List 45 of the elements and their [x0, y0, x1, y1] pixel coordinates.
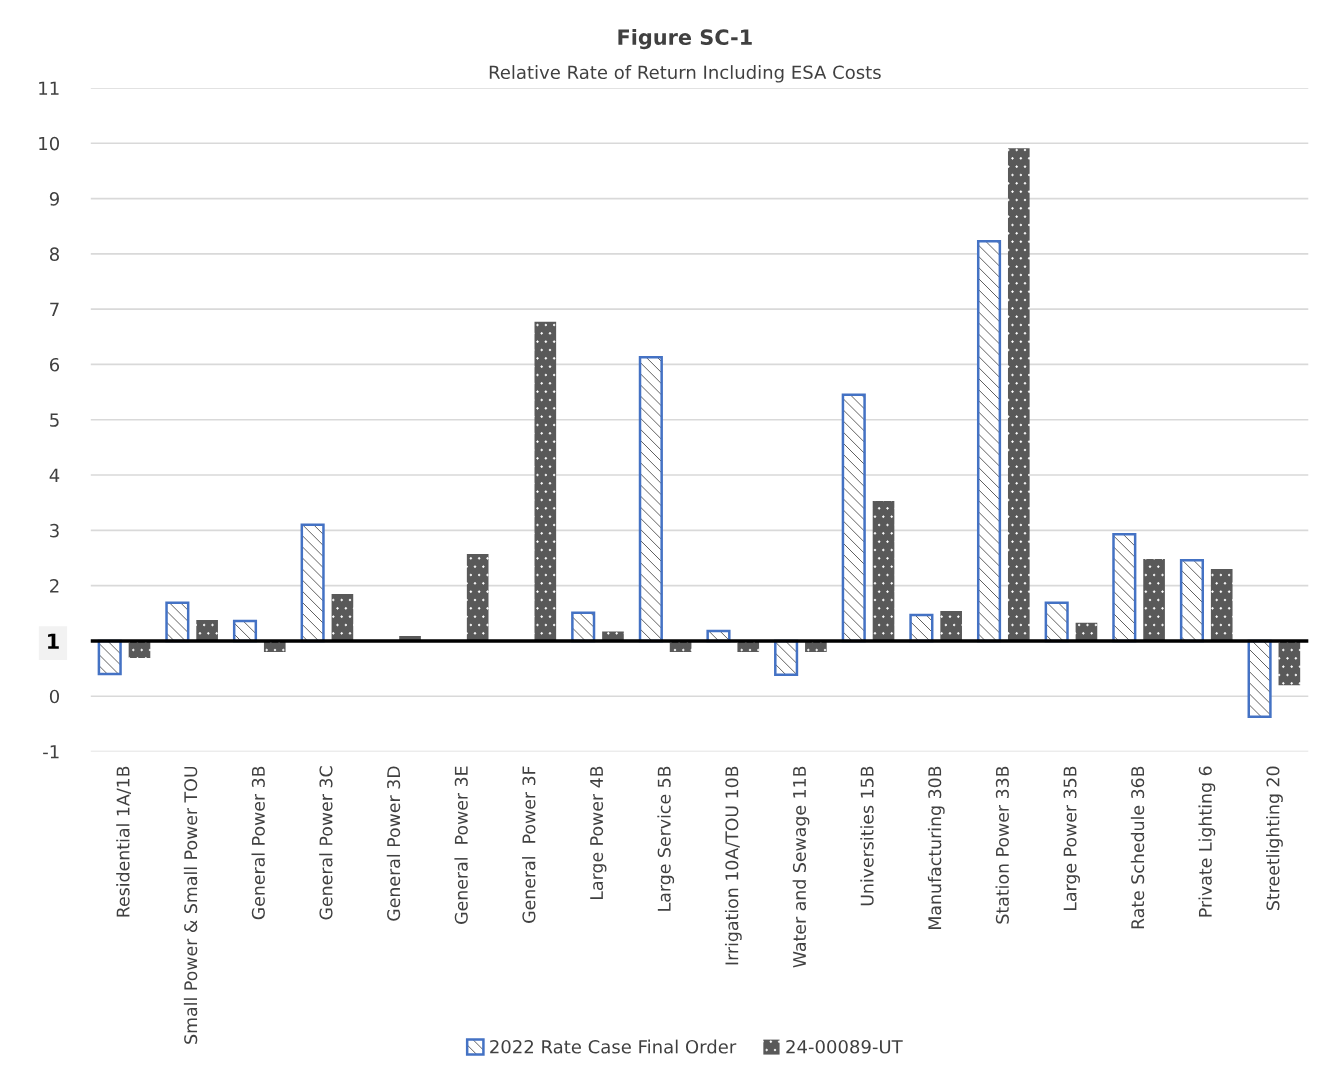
legend-label: 24-00089-UT — [786, 1039, 903, 1054]
x-tick-label: Small Power & Small Power TOU — [183, 766, 198, 1044]
x-tick-label: Station Power 33B — [995, 766, 1009, 924]
x-tick-label: Large Service 5B — [657, 766, 675, 911]
y-tick-label: 0 — [49, 689, 60, 704]
x-tick-label: Water and Sewage 11B — [792, 766, 810, 968]
bar — [1278, 640, 1301, 686]
y-tick-label: 10 — [39, 136, 60, 151]
x-tick-label: Large Power 4B — [590, 766, 607, 900]
x-tick-label: Universities 15B — [860, 766, 874, 906]
x-tick-label: General Power 3F — [522, 766, 536, 923]
y-tick-label: 2 — [50, 579, 59, 593]
x-tick-label: Rate Schedule 36B — [1130, 766, 1145, 929]
x-tick-label: Manufacturing 30B — [927, 766, 945, 929]
x-tick-label: Irrigation 10A/TOU 10B — [724, 766, 742, 965]
bar — [1210, 569, 1233, 641]
y-tick-label: 4 — [49, 468, 60, 482]
y-tick-label: 1 — [48, 633, 59, 649]
x-tick-label: Residential 1A/1B — [116, 766, 131, 917]
y-tick-label: -1 — [43, 745, 59, 759]
x-tick-label: General Power 3D — [386, 766, 401, 921]
chart-title: Figure SC-1 — [618, 28, 752, 50]
y-tick-label: 3 — [50, 523, 59, 538]
bar — [331, 593, 354, 641]
y-tick-label: 9 — [49, 192, 59, 206]
x-tick-label: Streetlighting 20 — [1266, 766, 1283, 910]
bar — [196, 619, 218, 641]
bar — [534, 321, 557, 641]
bar — [872, 501, 895, 641]
legend-label: 2022 Rate Case Final Order — [490, 1039, 737, 1054]
y-tick-label: 6 — [50, 357, 60, 372]
chart-subtitle: Relative Rate of Return Including ESA Costs — [489, 65, 881, 83]
y-tick-label: 7 — [50, 302, 59, 317]
y-tick-label: 5 — [50, 413, 59, 427]
bar — [940, 611, 962, 641]
x-tick-label: General Power 3E — [454, 766, 468, 924]
y-tick-label: 11 — [39, 81, 59, 95]
y-tick-label: 8 — [49, 247, 59, 261]
bar — [1143, 559, 1165, 641]
x-tick-label: General Power 3B — [251, 766, 265, 920]
x-tick-label: Large Power 35B — [1063, 766, 1080, 911]
bar — [466, 554, 489, 641]
x-tick-label: General Power 3C — [319, 766, 333, 920]
x-tick-label: Private Lighting 6 — [1198, 766, 1216, 917]
bar — [1007, 148, 1030, 641]
